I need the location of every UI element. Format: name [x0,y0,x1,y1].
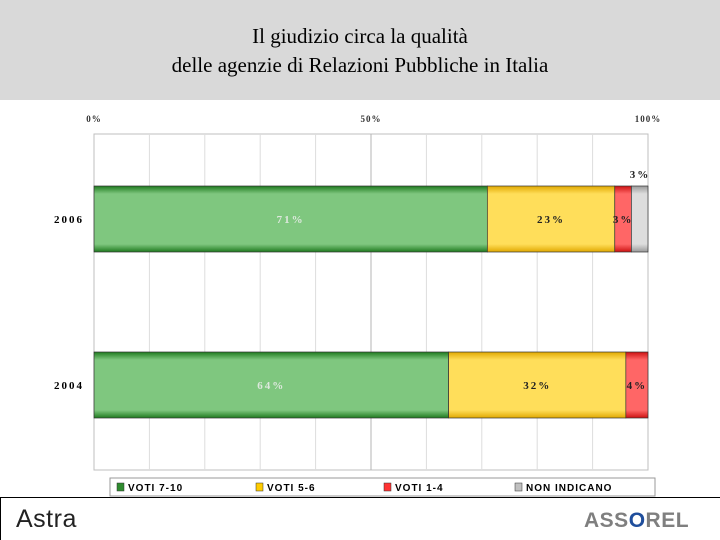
legend-label: VOTI 1-4 [395,483,444,494]
x-tick-label: 0% [86,114,102,124]
title-banner [0,0,720,100]
legend-label: VOTI 7-10 [128,483,183,494]
data-label: 64% [257,380,285,392]
legend-label: VOTI 5-6 [267,483,316,494]
bar-segment [448,351,627,419]
legend-label: NON INDICANO [526,483,612,494]
legend-swatch [514,482,523,492]
bar-segment [486,185,616,253]
data-label: 23% [537,214,565,226]
legend-swatch [255,482,264,492]
data-label: 3% [630,169,651,181]
bar-segment [625,351,649,419]
legend-swatch [116,482,125,492]
assorel-logo: ASSOREL [584,509,689,533]
stacked-bar-chart: 0% 50% 100% 2006 71% 23% 3% 3% 2004 64% 32% 4% VOTI… [54,114,662,497]
x-tick-label: 50% [361,114,382,124]
legend-box [109,477,656,497]
data-label: 32% [523,380,551,392]
data-label: 71% [277,214,305,226]
footer-left-edge [0,497,1,540]
title-line-2: delle agenzie di Relazioni Pubbliche in … [171,53,549,77]
assorel-logo-o: O [628,509,646,532]
data-label: 3% [613,214,634,226]
page-title: Il giudizio circa la qualità delle agenz… [0,22,720,80]
bar-segment [631,185,649,253]
data-label: 4% [627,380,648,392]
chart-legend: VOTI 7-10 VOTI 5-6 VOTI 1-4 NON INDICANO [109,477,656,497]
category-label: 2004 [54,380,84,392]
astra-logo: Astra [16,505,77,533]
category-label: 2006 [54,214,84,226]
x-tick-label: 100% [635,114,662,124]
legend-swatch [383,482,392,492]
bar-segment [93,185,488,253]
assorel-logo-part-2: REL [645,509,690,532]
assorel-logo-part-1: ASS [584,509,629,532]
title-line-1: Il giudizio circa la qualità [252,24,468,48]
bar-segment [93,351,449,419]
footer-divider [0,497,720,498]
